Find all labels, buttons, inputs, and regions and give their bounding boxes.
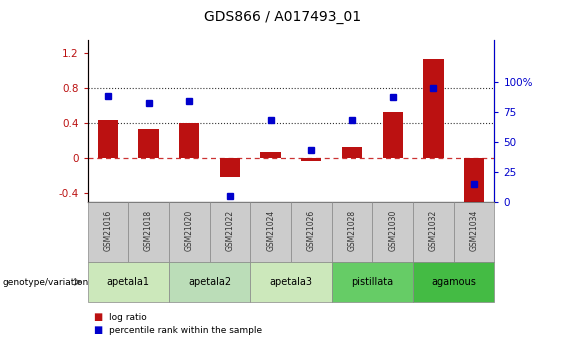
Text: GSM21026: GSM21026	[307, 210, 316, 251]
Bar	[383, 112, 403, 158]
Bar	[98, 120, 118, 158]
Bar	[342, 147, 362, 158]
Text: GSM21028: GSM21028	[347, 210, 357, 251]
Text: ■: ■	[93, 313, 102, 322]
Bar	[260, 152, 281, 158]
Text: GSM21024: GSM21024	[266, 210, 275, 251]
Bar	[138, 129, 159, 158]
Bar	[179, 123, 199, 158]
Text: GSM21016: GSM21016	[103, 210, 112, 251]
Text: log ratio: log ratio	[109, 313, 147, 322]
Text: ■: ■	[93, 325, 102, 335]
Text: agamous: agamous	[431, 277, 476, 287]
Text: apetala3: apetala3	[270, 277, 312, 287]
Bar	[464, 158, 484, 204]
Text: GSM21018: GSM21018	[144, 210, 153, 251]
Text: GSM21020: GSM21020	[185, 210, 194, 251]
Text: apetala1: apetala1	[107, 277, 150, 287]
Bar	[220, 158, 240, 177]
Text: GDS866 / A017493_01: GDS866 / A017493_01	[204, 10, 361, 24]
Text: GSM21030: GSM21030	[388, 210, 397, 251]
Bar	[301, 158, 321, 161]
Text: GSM21034: GSM21034	[470, 210, 479, 251]
Text: genotype/variation: genotype/variation	[3, 277, 89, 287]
Text: GSM21032: GSM21032	[429, 210, 438, 251]
Text: GSM21022: GSM21022	[225, 210, 234, 251]
Text: percentile rank within the sample: percentile rank within the sample	[109, 326, 262, 335]
Text: pistillata: pistillata	[351, 277, 393, 287]
Text: apetala2: apetala2	[188, 277, 231, 287]
Bar	[423, 59, 444, 158]
